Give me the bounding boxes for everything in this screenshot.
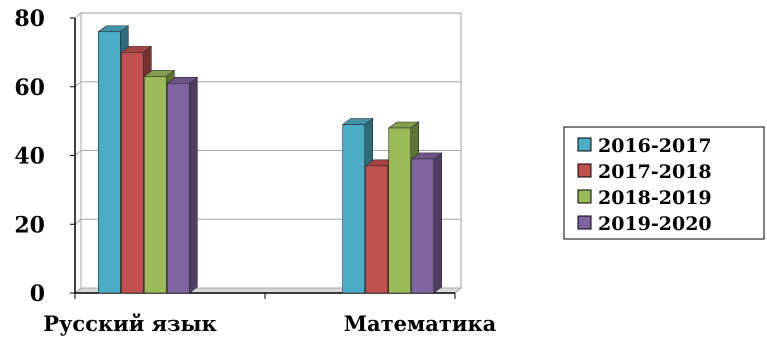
x-category-label: Математика — [344, 311, 497, 336]
bar-side-face — [433, 152, 443, 294]
gridline — [74, 150, 461, 156]
y-tick-label: 20 — [14, 212, 45, 238]
legend-item-label: 2017-2018 — [598, 161, 712, 183]
bar-front-face — [144, 76, 167, 294]
legend-swatch — [577, 137, 592, 152]
y-tick-label: 60 — [14, 75, 45, 101]
bar-front-face — [98, 31, 121, 294]
axis-labels: 0 20 40 60 80 Русский язык Математика — [14, 6, 496, 336]
gridline — [74, 81, 461, 88]
legend-item-label: 2016-2017 — [598, 135, 712, 157]
gridline — [74, 218, 461, 225]
bar-front-face — [342, 124, 366, 294]
bar-front-face — [411, 158, 435, 294]
bar-front-face — [365, 165, 389, 294]
legend: 2016-2017 2017-2018 2018-2019 2019-2020 — [563, 126, 765, 240]
legend-swatch — [577, 189, 592, 204]
y-tick-label: 40 — [14, 144, 45, 170]
gridline — [74, 12, 461, 19]
x-category-label: Русский язык — [43, 311, 217, 336]
bar-front-face — [121, 52, 144, 294]
bar — [410, 152, 443, 294]
y-tick-label: 80 — [14, 6, 45, 32]
legend-swatch — [577, 163, 592, 178]
legend-box — [563, 126, 765, 240]
legend-swatch — [577, 215, 592, 230]
legend-item-label: 2018-2019 — [598, 187, 712, 209]
bar — [166, 76, 199, 294]
bar-side-face — [189, 76, 198, 294]
y-tick-label: 0 — [30, 281, 45, 307]
bar-front-face — [388, 127, 412, 294]
legend-item-label: 2019-2020 — [598, 213, 712, 235]
bars — [97, 25, 443, 294]
bar-front-face — [167, 83, 190, 294]
